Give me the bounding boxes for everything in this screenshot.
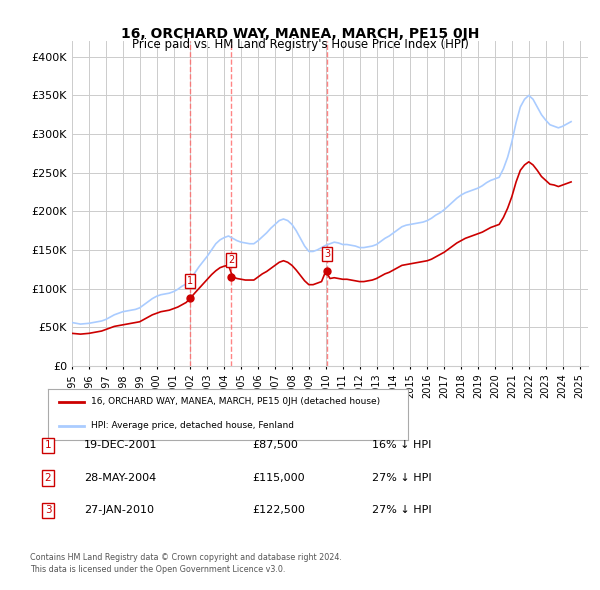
Text: 27% ↓ HPI: 27% ↓ HPI xyxy=(372,473,431,483)
Text: Price paid vs. HM Land Registry's House Price Index (HPI): Price paid vs. HM Land Registry's House … xyxy=(131,38,469,51)
Text: £122,500: £122,500 xyxy=(252,506,305,515)
Text: 16, ORCHARD WAY, MANEA, MARCH, PE15 0JH: 16, ORCHARD WAY, MANEA, MARCH, PE15 0JH xyxy=(121,27,479,41)
Text: 1: 1 xyxy=(187,276,193,286)
Text: 2: 2 xyxy=(44,473,52,483)
Text: This data is licensed under the Open Government Licence v3.0.: This data is licensed under the Open Gov… xyxy=(30,565,286,574)
Text: 16% ↓ HPI: 16% ↓ HPI xyxy=(372,441,431,450)
Text: 16, ORCHARD WAY, MANEA, MARCH, PE15 0JH (detached house): 16, ORCHARD WAY, MANEA, MARCH, PE15 0JH … xyxy=(91,398,380,407)
Text: 28-MAY-2004: 28-MAY-2004 xyxy=(84,473,156,483)
Text: £115,000: £115,000 xyxy=(252,473,305,483)
Text: £87,500: £87,500 xyxy=(252,441,298,450)
Text: 3: 3 xyxy=(324,249,330,259)
Text: HPI: Average price, detached house, Fenland: HPI: Average price, detached house, Fenl… xyxy=(91,421,294,430)
Text: 19-DEC-2001: 19-DEC-2001 xyxy=(84,441,157,450)
Text: 1: 1 xyxy=(44,441,52,450)
Text: 27-JAN-2010: 27-JAN-2010 xyxy=(84,506,154,515)
Text: 3: 3 xyxy=(44,506,52,515)
Text: 2: 2 xyxy=(228,255,235,265)
Text: 27% ↓ HPI: 27% ↓ HPI xyxy=(372,506,431,515)
Text: Contains HM Land Registry data © Crown copyright and database right 2024.: Contains HM Land Registry data © Crown c… xyxy=(30,553,342,562)
